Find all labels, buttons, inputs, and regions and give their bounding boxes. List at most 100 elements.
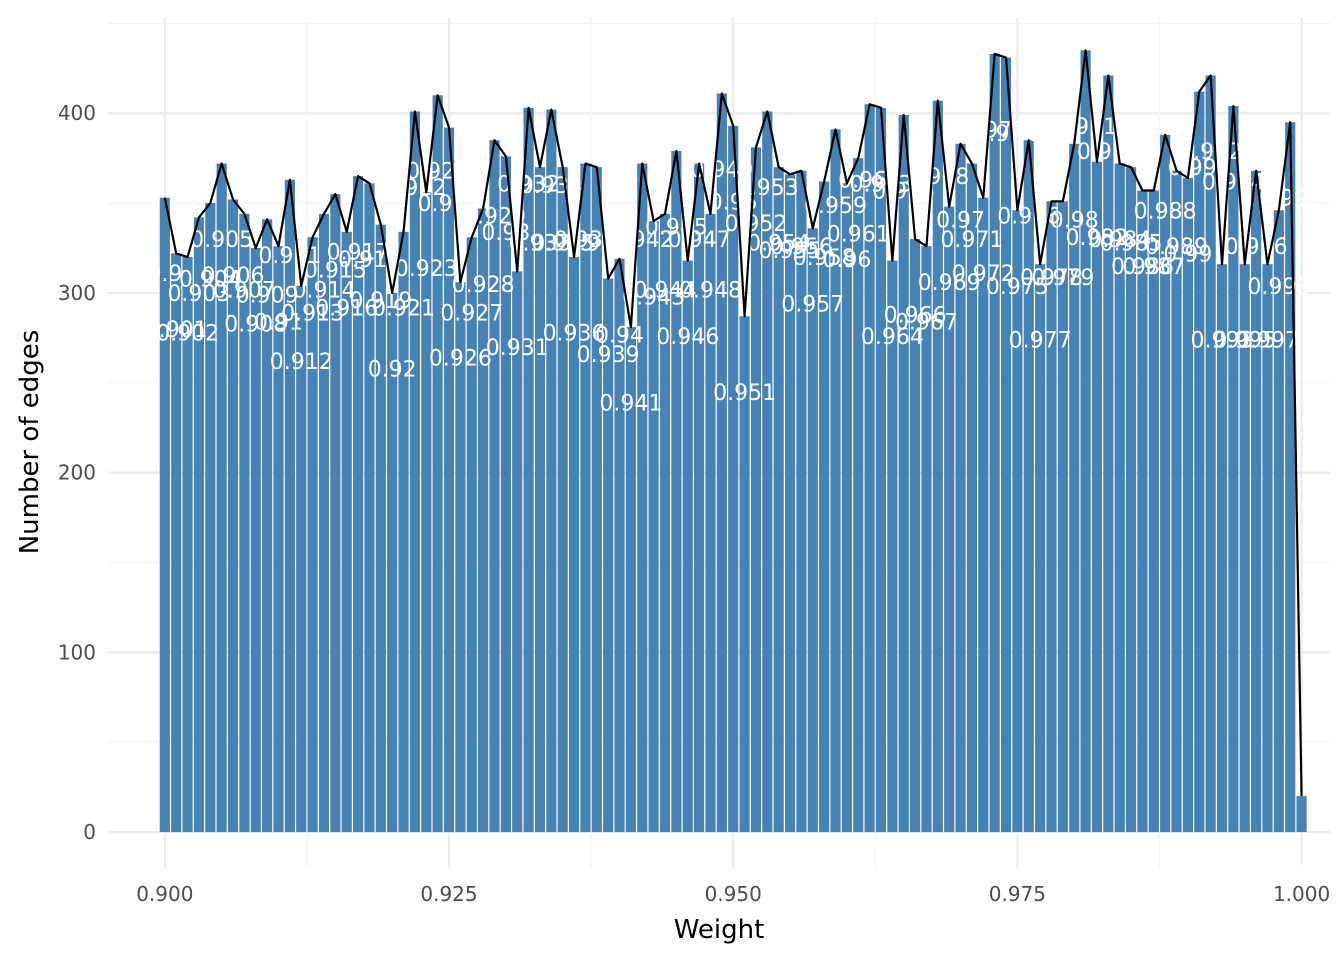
- histogram-bar: [1091, 161, 1103, 833]
- bar-value-label: 0.902: [156, 321, 219, 346]
- bar-value-label: 0.944: [634, 278, 697, 303]
- bar-value-label: 0.901: [145, 318, 208, 343]
- histogram-bar: [1080, 50, 1091, 833]
- bar-value-label: 0.963: [849, 172, 912, 197]
- bar-value-label: 0.958: [793, 246, 856, 271]
- bar-value-label: 0.935: [531, 232, 594, 257]
- histogram-bar: [318, 213, 330, 833]
- bar-value-label: 0.961: [827, 223, 890, 248]
- histogram-bar: [648, 221, 659, 833]
- histogram-bar: [1012, 210, 1023, 833]
- x-axis-title: Weight: [674, 915, 765, 945]
- histogram-bar: [875, 107, 887, 833]
- histogram-bar: [716, 93, 727, 833]
- histogram-bar: [489, 140, 500, 833]
- histogram-bar: [796, 170, 807, 833]
- bar-value-label: 0.922: [383, 176, 446, 201]
- histogram-bar: [750, 147, 762, 833]
- bar-value-label: 0.955: [759, 239, 822, 264]
- histogram-bar: [1194, 91, 1205, 833]
- bar-value-label: 0.952: [724, 212, 787, 237]
- x-tick-label: 1.000: [1273, 882, 1330, 906]
- bar-value-label: 0.953: [736, 176, 799, 201]
- histogram-bar: [341, 231, 352, 833]
- histogram-bar: [1114, 163, 1125, 833]
- histogram-bar: [603, 278, 614, 833]
- bar-value-label: 0.906: [202, 264, 265, 289]
- bar-value-label: 0.948: [679, 278, 742, 303]
- bar-value-label: 0.926: [429, 347, 492, 372]
- histogram-bar: [353, 176, 364, 833]
- histogram-bar: [1205, 75, 1216, 833]
- histogram-bar: [250, 248, 261, 833]
- histogram-bar: [1046, 201, 1057, 833]
- histogram-bar: [432, 95, 443, 833]
- bar-value-label: 0.989: [1145, 235, 1208, 260]
- histogram-bar: [944, 206, 955, 833]
- histogram-bar: [443, 127, 455, 833]
- histogram-bar: [1035, 264, 1046, 833]
- bar-value-label: 0.99: [1163, 242, 1212, 267]
- bar-value-label: 0.909: [236, 284, 299, 309]
- bar-value-label: 0.968: [906, 165, 969, 190]
- histogram-bar: [296, 285, 307, 833]
- histogram-bar: [853, 158, 864, 833]
- histogram-bar: [1273, 210, 1284, 833]
- histogram-bar: [830, 129, 841, 833]
- bar-value-label: 0.983: [1077, 140, 1140, 165]
- histogram-bar: [932, 100, 943, 833]
- histogram-bar: [398, 231, 409, 833]
- histogram-bar: [284, 179, 295, 833]
- histogram-bar: [705, 213, 716, 833]
- bar-value-label: 0.927: [440, 302, 503, 327]
- histogram-bar: [466, 237, 477, 833]
- histogram-bar: [694, 163, 705, 833]
- bar-value-label: 0.93: [481, 221, 530, 246]
- histogram-bar: [1069, 143, 1080, 833]
- bar-value-label: 0.964: [861, 325, 924, 350]
- bar-value-label: 0.996: [1225, 235, 1288, 260]
- bar-value-label: 0.981: [1054, 115, 1117, 140]
- bar-value-label: 0.936: [543, 321, 606, 346]
- histogram-bar: [762, 111, 773, 833]
- histogram-bar: [1285, 122, 1296, 833]
- histogram-bar: [478, 208, 489, 833]
- histogram-bar: [819, 181, 830, 833]
- bar-value-label: 0.951: [713, 381, 776, 406]
- histogram-bar: [557, 167, 568, 833]
- histogram-bar: [773, 167, 784, 833]
- y-tick-label: 0: [83, 820, 96, 844]
- histogram-bar: [182, 257, 193, 833]
- bar-value-label: 0.984: [1088, 228, 1151, 253]
- histogram-bar: [1000, 57, 1012, 833]
- bar-value-label: 0.908: [224, 312, 287, 337]
- histogram-bar: [512, 271, 523, 833]
- bar-value-label: 0.954: [747, 232, 810, 257]
- y-tick-label: 100: [58, 640, 96, 664]
- bar-value-label: 0.998: [1247, 275, 1310, 300]
- histogram-bar: [728, 125, 739, 833]
- histogram-bar: [1125, 167, 1137, 833]
- histogram-bar: [955, 143, 966, 833]
- histogram-bar: [1160, 134, 1171, 833]
- bar-value-label: 0.993: [1191, 329, 1254, 354]
- histogram-bar: [239, 213, 250, 833]
- histogram-bar: [864, 104, 875, 833]
- histogram-bar: [1137, 190, 1148, 833]
- bar-value-label: 0.929: [463, 205, 526, 230]
- x-axis-ticks: 0.900 0.925 0.950 0.975 1.000: [136, 882, 1330, 906]
- histogram-bar: [193, 217, 205, 833]
- bar-value-label: 0.97: [936, 208, 985, 233]
- bar-value-label: 0.9: [147, 262, 182, 287]
- histogram-bar: [546, 109, 557, 833]
- histogram-bar: [978, 197, 989, 833]
- histogram-bar: [1171, 170, 1182, 833]
- histogram-bar: [966, 163, 978, 833]
- data-labels: 0.90.9010.9020.9030.9040.9050.9060.9070.…: [145, 115, 1322, 886]
- histogram-bar: [375, 224, 386, 833]
- bar-value-label: 0.904: [179, 268, 242, 293]
- histogram-bar: [1023, 140, 1034, 833]
- bar-value-label: 0.912: [270, 350, 333, 375]
- bar-value-label: 0.985: [1100, 232, 1163, 257]
- histogram-bar: [625, 327, 636, 833]
